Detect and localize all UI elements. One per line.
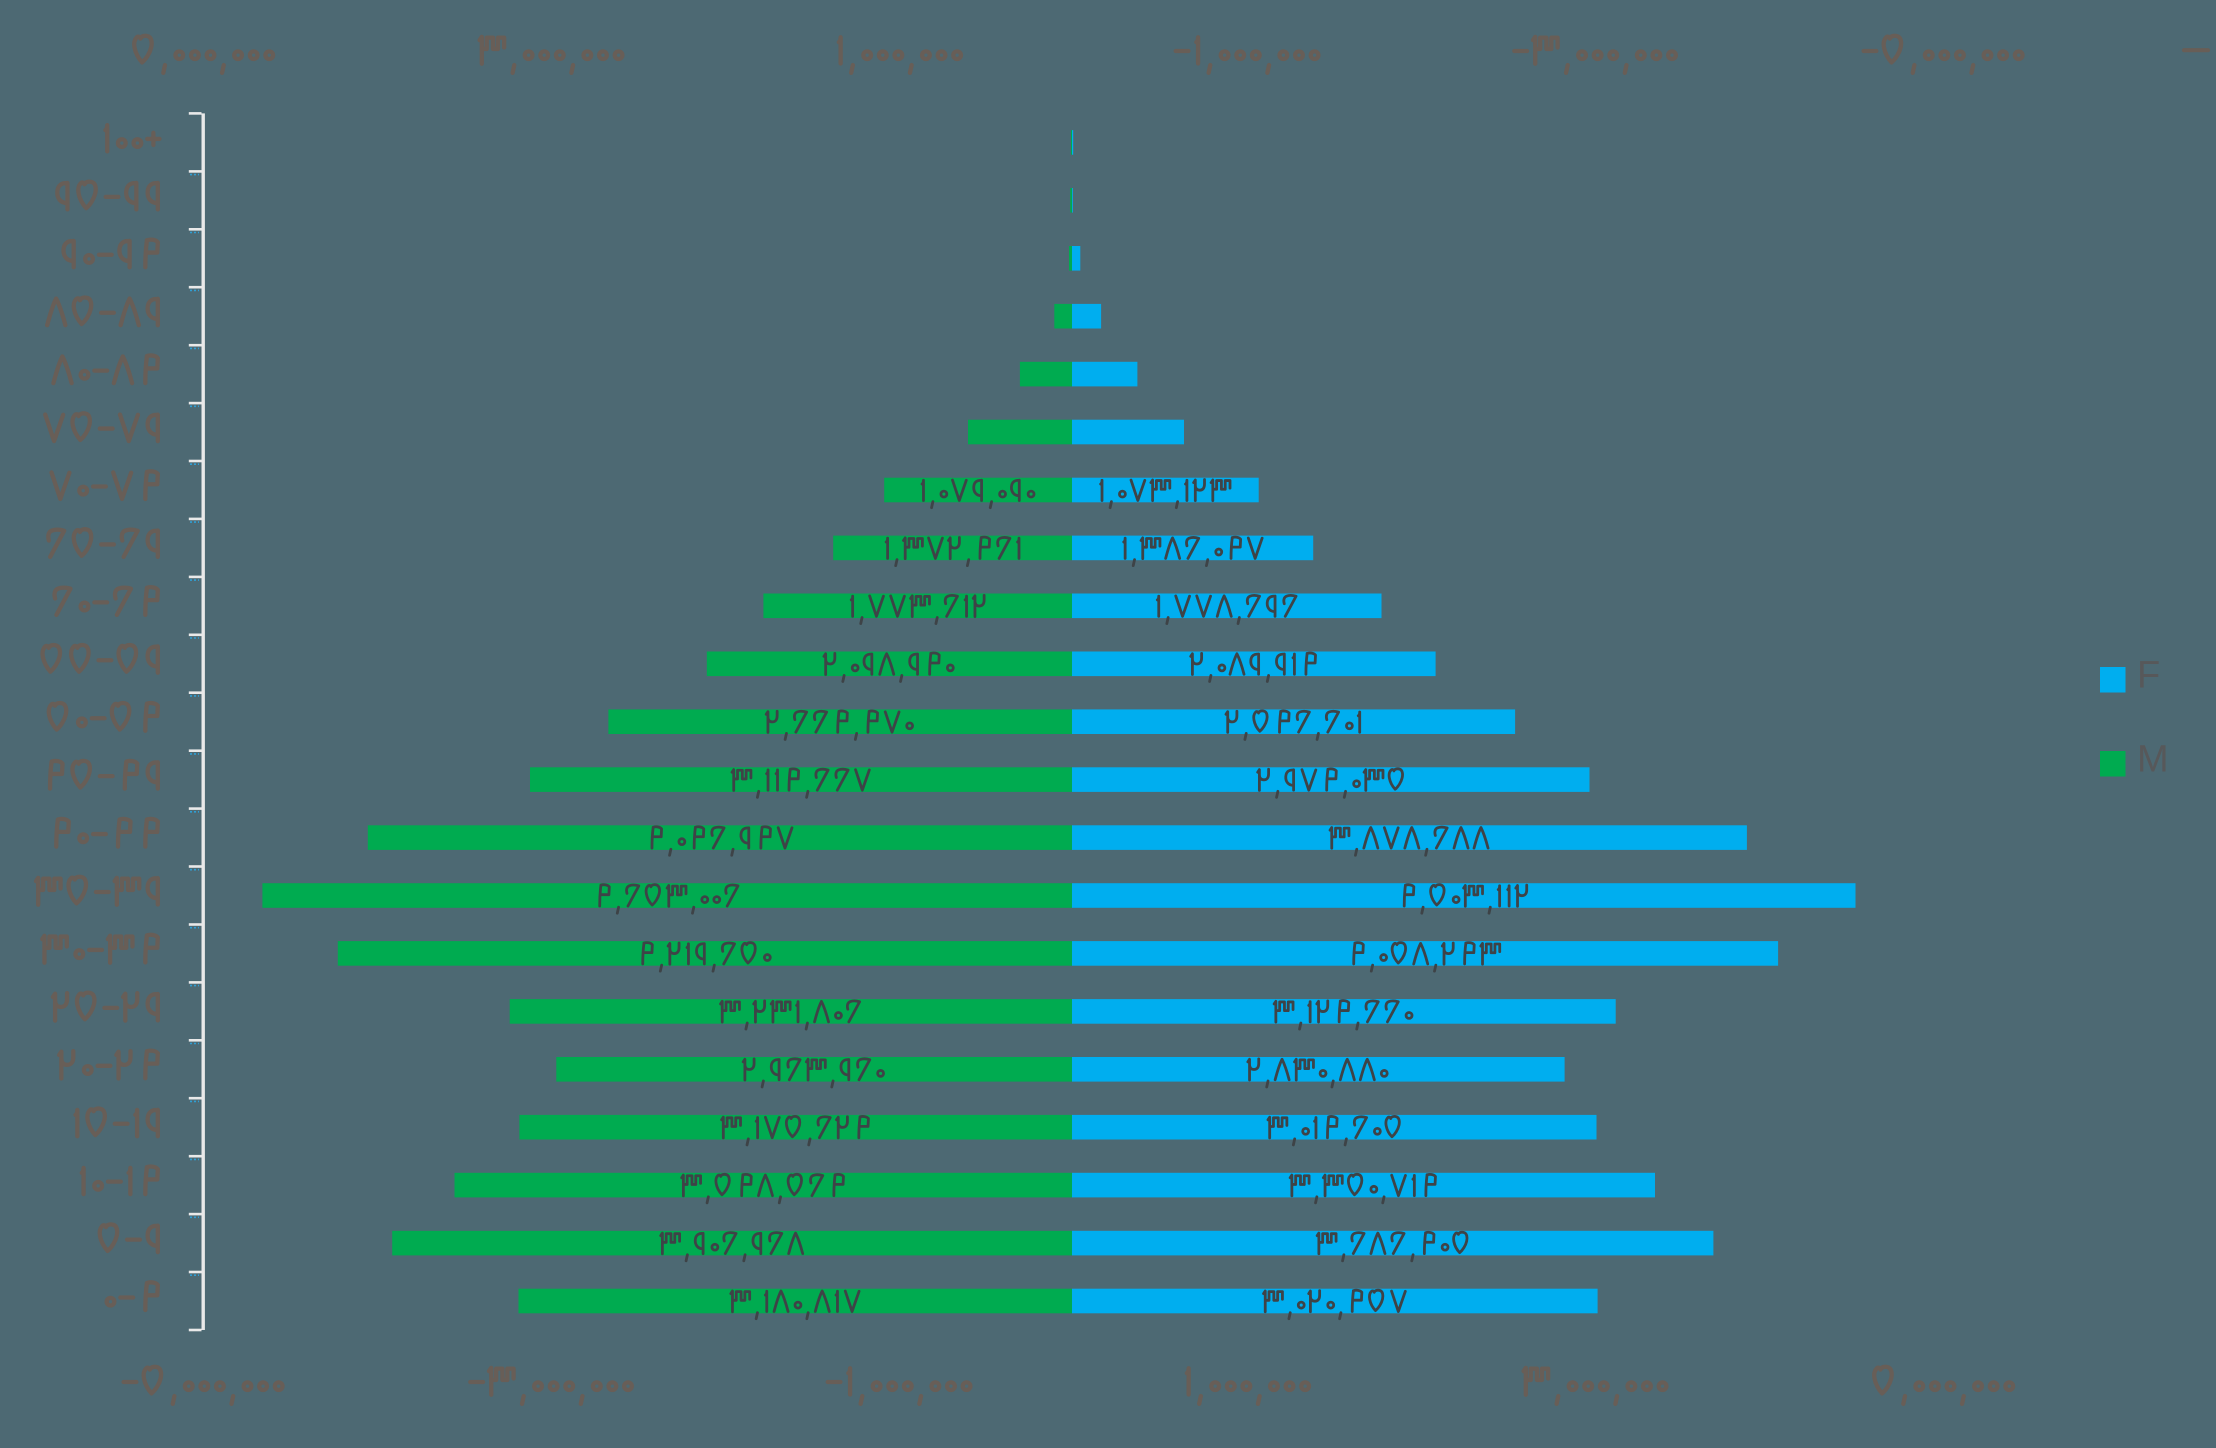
- svg-text:F: F: [2137, 655, 2160, 697]
- svg-text:M: M: [2137, 739, 2169, 781]
